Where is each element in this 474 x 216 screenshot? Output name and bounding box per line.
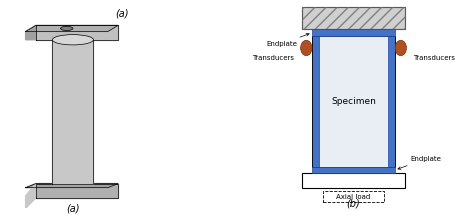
Bar — [312, 30, 395, 36]
Bar — [302, 173, 405, 188]
Polygon shape — [36, 184, 118, 198]
Bar — [312, 167, 395, 173]
Text: Endplate: Endplate — [266, 33, 309, 47]
Ellipse shape — [395, 40, 406, 56]
Text: Axial load: Axial load — [337, 194, 371, 200]
Bar — [389, 36, 395, 167]
Ellipse shape — [301, 40, 312, 56]
Text: Specimen: Specimen — [331, 97, 376, 106]
Bar — [312, 36, 395, 167]
Ellipse shape — [52, 35, 93, 45]
Polygon shape — [26, 25, 118, 32]
Text: (a): (a) — [66, 203, 80, 213]
Bar — [312, 36, 319, 167]
Polygon shape — [26, 184, 36, 208]
Text: Transducers: Transducers — [413, 55, 455, 61]
Text: Endplate: Endplate — [398, 156, 441, 169]
Text: (b): (b) — [346, 198, 360, 208]
Text: (a): (a) — [116, 8, 129, 18]
Polygon shape — [26, 184, 118, 188]
Bar — [302, 7, 405, 30]
Polygon shape — [52, 40, 93, 184]
Ellipse shape — [61, 26, 73, 30]
Polygon shape — [26, 25, 36, 40]
Bar — [302, 7, 405, 30]
Polygon shape — [36, 25, 118, 40]
Text: Transducers: Transducers — [253, 55, 294, 61]
